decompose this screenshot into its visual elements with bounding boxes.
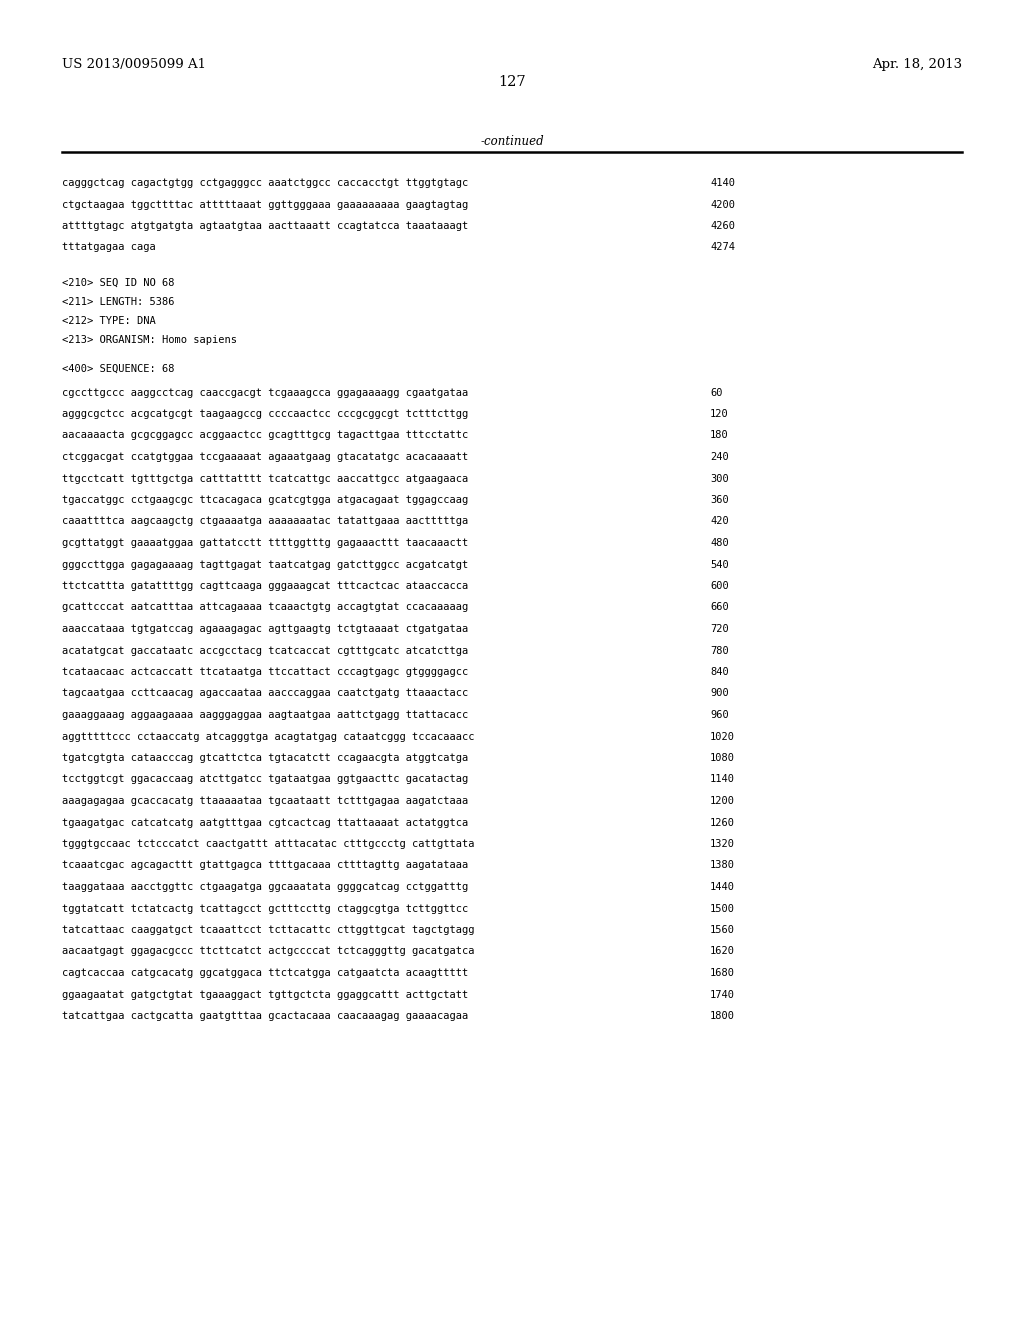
Text: 4260: 4260 — [710, 220, 735, 231]
Text: -continued: -continued — [480, 135, 544, 148]
Text: aacaaaacta gcgcggagcc acggaactcc gcagtttgcg tagacttgaa tttcctattc: aacaaaacta gcgcggagcc acggaactcc gcagttt… — [62, 430, 468, 441]
Text: <213> ORGANISM: Homo sapiens: <213> ORGANISM: Homo sapiens — [62, 335, 237, 345]
Text: ggaagaatat gatgctgtat tgaaaggact tgttgctcta ggaggcattt acttgctatt: ggaagaatat gatgctgtat tgaaaggact tgttgct… — [62, 990, 468, 999]
Text: 1620: 1620 — [710, 946, 735, 957]
Text: 1500: 1500 — [710, 903, 735, 913]
Text: ctgctaagaa tggcttttac atttttaaat ggttgggaaa gaaaaaaaaa gaagtagtag: ctgctaagaa tggcttttac atttttaaat ggttggg… — [62, 199, 468, 210]
Text: gggccttgga gagagaaaag tagttgagat taatcatgag gatcttggcc acgatcatgt: gggccttgga gagagaaaag tagttgagat taatcat… — [62, 560, 468, 569]
Text: 1140: 1140 — [710, 775, 735, 784]
Text: <211> LENGTH: 5386: <211> LENGTH: 5386 — [62, 297, 174, 308]
Text: aaaccataaa tgtgatccag agaaagagac agttgaagtg tctgtaaaat ctgatgataa: aaaccataaa tgtgatccag agaaagagac agttgaa… — [62, 624, 468, 634]
Text: 1800: 1800 — [710, 1011, 735, 1020]
Text: gcattcccat aatcatttaa attcagaaaa tcaaactgtg accagtgtat ccacaaaaag: gcattcccat aatcatttaa attcagaaaa tcaaact… — [62, 602, 468, 612]
Text: 4140: 4140 — [710, 178, 735, 187]
Text: 4274: 4274 — [710, 243, 735, 252]
Text: tagcaatgaa ccttcaacag agaccaataa aacccaggaa caatctgatg ttaaactacc: tagcaatgaa ccttcaacag agaccaataa aacccag… — [62, 689, 468, 698]
Text: <210> SEQ ID NO 68: <210> SEQ ID NO 68 — [62, 279, 174, 288]
Text: 420: 420 — [710, 516, 729, 527]
Text: cgccttgccc aaggcctcag caaccgacgt tcgaaagcca ggagaaaagg cgaatgataa: cgccttgccc aaggcctcag caaccgacgt tcgaaag… — [62, 388, 468, 397]
Text: tcataacaac actcaccatt ttcataatga ttccattact cccagtgagc gtggggagcc: tcataacaac actcaccatt ttcataatga ttccatt… — [62, 667, 468, 677]
Text: 360: 360 — [710, 495, 729, 506]
Text: ttgcctcatt tgtttgctga catttatttt tcatcattgc aaccattgcc atgaagaaca: ttgcctcatt tgtttgctga catttatttt tcatcat… — [62, 474, 468, 483]
Text: 1020: 1020 — [710, 731, 735, 742]
Text: <212> TYPE: DNA: <212> TYPE: DNA — [62, 315, 156, 326]
Text: 1680: 1680 — [710, 968, 735, 978]
Text: tgggtgccaac tctcccatct caactgattt atttacatac ctttgccctg cattgttata: tgggtgccaac tctcccatct caactgattt atttac… — [62, 840, 474, 849]
Text: 600: 600 — [710, 581, 729, 591]
Text: 1320: 1320 — [710, 840, 735, 849]
Text: tatcattaac caaggatgct tcaaattcct tcttacattc cttggttgcat tagctgtagg: tatcattaac caaggatgct tcaaattcct tcttaca… — [62, 925, 474, 935]
Text: gcgttatggt gaaaatggaa gattatcctt ttttggtttg gagaaacttt taacaaactt: gcgttatggt gaaaatggaa gattatcctt ttttggt… — [62, 539, 468, 548]
Text: Apr. 18, 2013: Apr. 18, 2013 — [871, 58, 962, 71]
Text: taaggataaa aacctggttc ctgaagatga ggcaaatata ggggcatcag cctggatttg: taaggataaa aacctggttc ctgaagatga ggcaaat… — [62, 882, 468, 892]
Text: US 2013/0095099 A1: US 2013/0095099 A1 — [62, 58, 206, 71]
Text: acatatgcat gaccataatc accgcctacg tcatcaccat cgtttgcatc atcatcttga: acatatgcat gaccataatc accgcctacg tcatcac… — [62, 645, 468, 656]
Text: tgatcgtgta cataacccag gtcattctca tgtacatctt ccagaacgta atggtcatga: tgatcgtgta cataacccag gtcattctca tgtacat… — [62, 752, 468, 763]
Text: 960: 960 — [710, 710, 729, 719]
Text: aacaatgagt ggagacgccc ttcttcatct actgccccat tctcagggttg gacatgatca: aacaatgagt ggagacgccc ttcttcatct actgccc… — [62, 946, 474, 957]
Text: ttctcattta gatattttgg cagttcaaga gggaaagcat tttcactcac ataaccacca: ttctcattta gatattttgg cagttcaaga gggaaag… — [62, 581, 468, 591]
Text: 720: 720 — [710, 624, 729, 634]
Text: gaaaggaaag aggaagaaaa aagggaggaa aagtaatgaa aattctgagg ttattacacc: gaaaggaaag aggaagaaaa aagggaggaa aagtaat… — [62, 710, 468, 719]
Text: 4200: 4200 — [710, 199, 735, 210]
Text: 1440: 1440 — [710, 882, 735, 892]
Text: 840: 840 — [710, 667, 729, 677]
Text: 120: 120 — [710, 409, 729, 418]
Text: tggtatcatt tctatcactg tcattagcct gctttccttg ctaggcgtga tcttggttcc: tggtatcatt tctatcactg tcattagcct gctttcc… — [62, 903, 468, 913]
Text: <400> SEQUENCE: 68: <400> SEQUENCE: 68 — [62, 364, 174, 374]
Text: tcctggtcgt ggacaccaag atcttgatcc tgataatgaa ggtgaacttc gacatactag: tcctggtcgt ggacaccaag atcttgatcc tgataat… — [62, 775, 468, 784]
Text: 780: 780 — [710, 645, 729, 656]
Text: ctcggacgat ccatgtggaa tccgaaaaat agaaatgaag gtacatatgc acacaaaatt: ctcggacgat ccatgtggaa tccgaaaaat agaaatg… — [62, 451, 468, 462]
Text: 1380: 1380 — [710, 861, 735, 870]
Text: tgaccatggc cctgaagcgc ttcacagaca gcatcgtgga atgacagaat tggagccaag: tgaccatggc cctgaagcgc ttcacagaca gcatcgt… — [62, 495, 468, 506]
Text: 240: 240 — [710, 451, 729, 462]
Text: aggtttttccc cctaaccatg atcagggtga acagtatgag cataatcggg tccacaaacc: aggtttttccc cctaaccatg atcagggtga acagta… — [62, 731, 474, 742]
Text: cagggctcag cagactgtgg cctgagggcc aaatctggcc caccacctgt ttggtgtagc: cagggctcag cagactgtgg cctgagggcc aaatctg… — [62, 178, 468, 187]
Text: 180: 180 — [710, 430, 729, 441]
Text: aaagagagaa gcaccacatg ttaaaaataa tgcaataatt tctttgagaa aagatctaaa: aaagagagaa gcaccacatg ttaaaaataa tgcaata… — [62, 796, 468, 807]
Text: tatcattgaa cactgcatta gaatgtttaa gcactacaaa caacaaagag gaaaacagaa: tatcattgaa cactgcatta gaatgtttaa gcactac… — [62, 1011, 468, 1020]
Text: tgaagatgac catcatcatg aatgtttgaa cgtcactcag ttattaaaat actatggtca: tgaagatgac catcatcatg aatgtttgaa cgtcact… — [62, 817, 468, 828]
Text: 1740: 1740 — [710, 990, 735, 999]
Text: 1560: 1560 — [710, 925, 735, 935]
Text: 900: 900 — [710, 689, 729, 698]
Text: 60: 60 — [710, 388, 723, 397]
Text: 1260: 1260 — [710, 817, 735, 828]
Text: tcaaatcgac agcagacttt gtattgagca ttttgacaaa cttttagttg aagatataaa: tcaaatcgac agcagacttt gtattgagca ttttgac… — [62, 861, 468, 870]
Text: tttatgagaa caga: tttatgagaa caga — [62, 243, 156, 252]
Text: 1080: 1080 — [710, 752, 735, 763]
Text: cagtcaccaa catgcacatg ggcatggaca ttctcatgga catgaatcta acaagttttt: cagtcaccaa catgcacatg ggcatggaca ttctcat… — [62, 968, 468, 978]
Text: 1200: 1200 — [710, 796, 735, 807]
Text: 300: 300 — [710, 474, 729, 483]
Text: 127: 127 — [499, 75, 525, 88]
Text: 660: 660 — [710, 602, 729, 612]
Text: caaattttca aagcaagctg ctgaaaatga aaaaaaatac tatattgaaa aactttttga: caaattttca aagcaagctg ctgaaaatga aaaaaaa… — [62, 516, 468, 527]
Text: attttgtagc atgtgatgta agtaatgtaa aacttaaatt ccagtatcca taaataaagt: attttgtagc atgtgatgta agtaatgtaa aacttaa… — [62, 220, 468, 231]
Text: 480: 480 — [710, 539, 729, 548]
Text: 540: 540 — [710, 560, 729, 569]
Text: agggcgctcc acgcatgcgt taagaagccg ccccaactcc cccgcggcgt tctttcttgg: agggcgctcc acgcatgcgt taagaagccg ccccaac… — [62, 409, 468, 418]
